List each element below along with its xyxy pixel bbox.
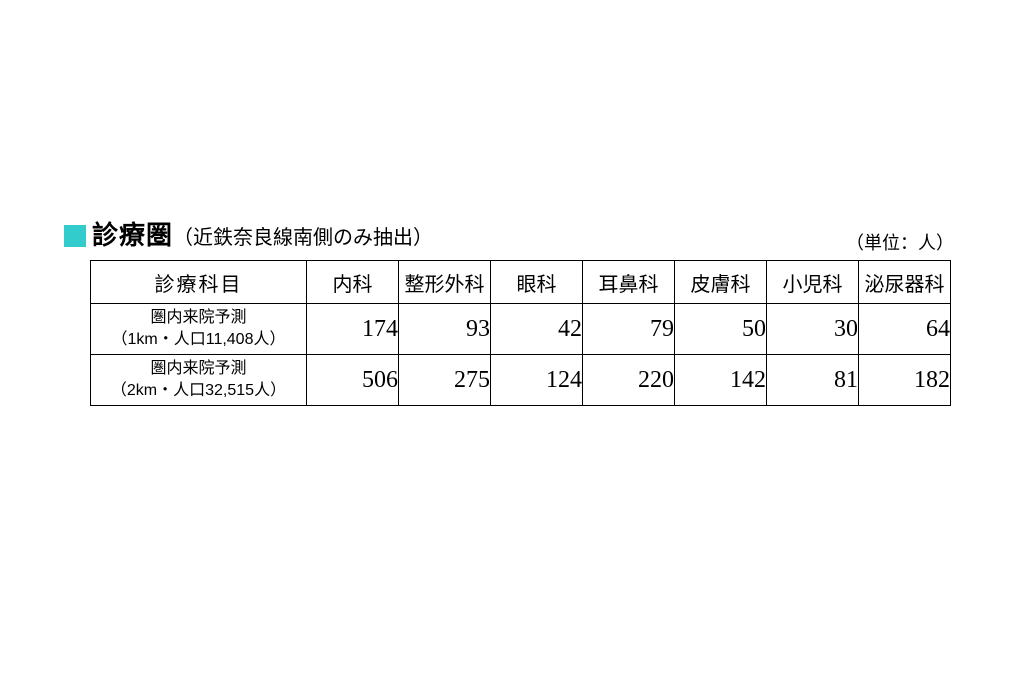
cell: 506: [307, 355, 399, 406]
col-header: 内科: [307, 261, 399, 304]
row-label-line1: 圏内来院予測: [91, 358, 306, 380]
col-header: 耳鼻科: [583, 261, 675, 304]
row-label-line1: 圏内来院予測: [91, 307, 306, 329]
table-header-row: 診療科目 内科 整形外科 眼科 耳鼻科 皮膚科 小児科 泌尿器科: [91, 261, 951, 304]
row-label: 圏内来院予測 （2km・人口32,515人）: [91, 355, 307, 406]
cell: 42: [491, 304, 583, 355]
section-title: 診療圏: [92, 215, 173, 252]
col-header: 小児科: [767, 261, 859, 304]
cell: 81: [767, 355, 859, 406]
col-header: 整形外科: [399, 261, 491, 304]
section: 診療圏 （近鉄奈良線南側のみ抽出） （単位：人） 診療科目 内科 整形外科 眼科…: [64, 215, 964, 406]
cell: 220: [583, 355, 675, 406]
cell: 93: [399, 304, 491, 355]
unit-label: （単位：人）: [846, 229, 954, 255]
row-label-line2: （2km・人口32,515人）: [91, 380, 306, 402]
table-row: 圏内来院予測 （2km・人口32,515人） 506 275 124 220 1…: [91, 355, 951, 406]
cell: 174: [307, 304, 399, 355]
section-subtitle: （近鉄奈良線南側のみ抽出）: [173, 221, 433, 250]
cell: 64: [859, 304, 951, 355]
row-label: 圏内来院予測 （1km・人口11,408人）: [91, 304, 307, 355]
cell: 275: [399, 355, 491, 406]
medical-table: 診療科目 内科 整形外科 眼科 耳鼻科 皮膚科 小児科 泌尿器科 圏内来院予測 …: [90, 260, 951, 406]
col-header: 皮膚科: [675, 261, 767, 304]
table-row: 圏内来院予測 （1km・人口11,408人） 174 93 42 79 50 3…: [91, 304, 951, 355]
col-header: 眼科: [491, 261, 583, 304]
row-label-line2: （1km・人口11,408人）: [91, 329, 306, 351]
cell: 124: [491, 355, 583, 406]
col-header: 泌尿器科: [859, 261, 951, 304]
cell: 50: [675, 304, 767, 355]
cell: 142: [675, 355, 767, 406]
bullet-icon: [64, 225, 86, 247]
title-row: 診療圏 （近鉄奈良線南側のみ抽出）: [64, 215, 964, 252]
cell: 30: [767, 304, 859, 355]
cell: 182: [859, 355, 951, 406]
row-header-label: 診療科目: [91, 261, 307, 304]
cell: 79: [583, 304, 675, 355]
